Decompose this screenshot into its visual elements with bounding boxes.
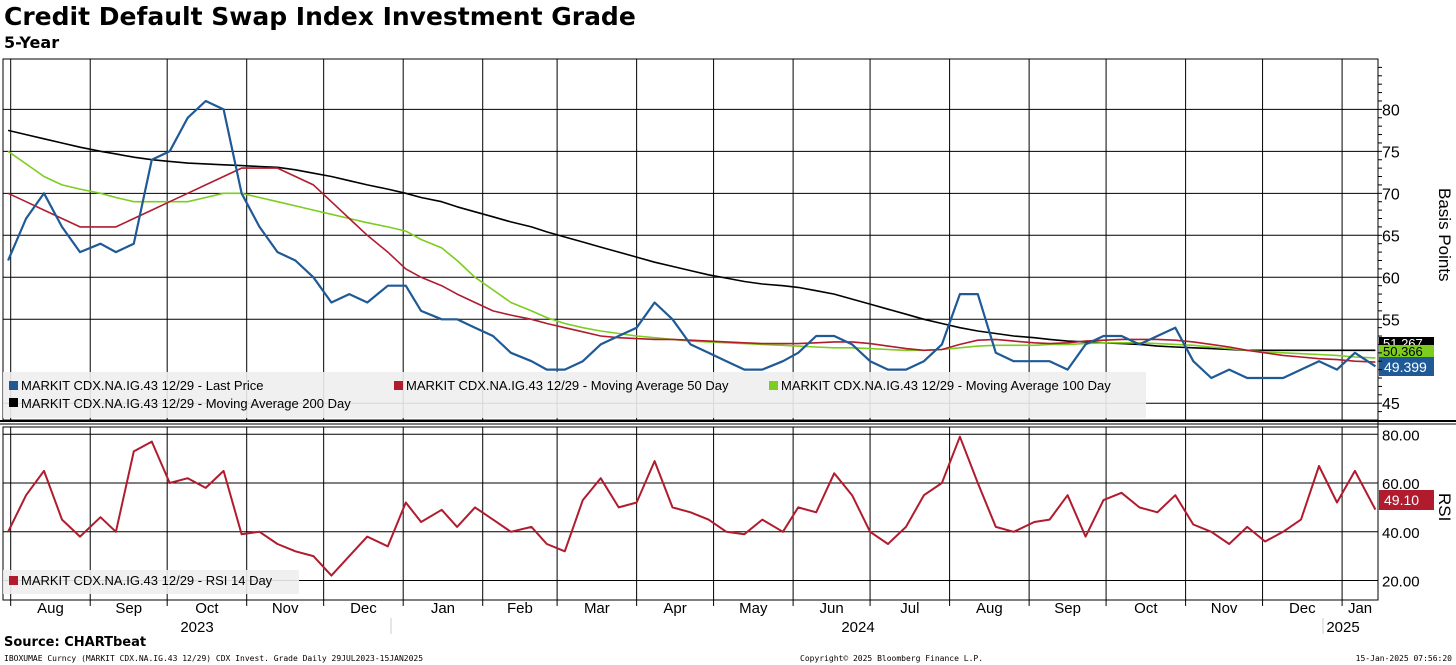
legend-swatch-ma100 xyxy=(769,381,778,390)
legend-swatch-ma200 xyxy=(9,398,18,407)
x-year-label: 2024 xyxy=(841,619,874,636)
rsi-y-tick-label: 20.00 xyxy=(1382,574,1420,591)
footer-copyright: Copyright© 2025 Bloomberg Finance L.P. xyxy=(800,654,984,663)
tag-rsi-box xyxy=(1379,490,1434,510)
rsi-legend-box xyxy=(3,570,299,594)
tag-last-price-text: 49.399 xyxy=(1384,359,1427,375)
legend-label-rsi: MARKIT CDX.NA.IG.43 12/29 - RSI 14 Day xyxy=(21,573,273,588)
chart-subtitle: 5-Year xyxy=(4,33,60,52)
x-tick-label: Sep xyxy=(1054,600,1081,617)
legend-swatch-rsi xyxy=(9,576,18,585)
price-y-tick-label: 80 xyxy=(1382,102,1400,119)
rsi-y-tick-label: 80.00 xyxy=(1382,427,1420,444)
tag-rsi-text: 49.10 xyxy=(1384,492,1419,508)
rsi-y-axis: 20.00 40.00 60.00 80.00 xyxy=(1382,427,1420,590)
legend-label-last-price: MARKIT CDX.NA.IG.43 12/29 - Last Price xyxy=(21,378,264,393)
rsi-series-layer xyxy=(7,435,1377,577)
price-y-tick-label: 45 xyxy=(1382,396,1400,413)
x-axis: Aug Sep Oct Nov Dec Jan Feb Mar Apr May Jun Jul Aug S… xyxy=(10,600,1372,636)
price-y-tick-label: 70 xyxy=(1382,186,1400,203)
x-year-label: 2023 xyxy=(180,619,213,636)
x-tick-label: Jul xyxy=(900,600,919,617)
x-tick-label: Aug xyxy=(37,600,64,617)
tag-ma100-text: 50.366 xyxy=(1383,344,1423,359)
price-y-tick-label: 60 xyxy=(1382,270,1400,287)
legend-item-ma200: MARKIT CDX.NA.IG.43 12/29 - Moving Avera… xyxy=(9,396,351,411)
price-y-tick-label: 75 xyxy=(1382,144,1400,161)
x-tick-label: Nov xyxy=(1211,600,1238,617)
x-tick-label: Feb xyxy=(507,600,533,617)
legend-swatch-ma50 xyxy=(394,381,403,390)
legend-item-rsi: MARKIT CDX.NA.IG.43 12/29 - RSI 14 Day xyxy=(9,573,273,588)
price-legend-box xyxy=(3,372,1146,418)
footer-timestamp: 15-Jan-2025 07:56:20 xyxy=(1355,654,1452,663)
chart-title: Credit Default Swap Index Investment Gra… xyxy=(4,2,636,31)
x-tick-label: Nov xyxy=(272,600,299,617)
price-y-axis-label: Basis Points xyxy=(1435,188,1454,282)
legend-item-last-price: MARKIT CDX.NA.IG.43 12/29 - Last Price xyxy=(9,378,264,393)
tag-last-price: 49.399 xyxy=(1379,357,1434,376)
tag-ma100-box xyxy=(1379,345,1434,359)
series-last-price-line xyxy=(7,99,1377,380)
rsi-y-tick-label: 60.00 xyxy=(1382,476,1420,493)
source-note: Source: CHARTbeat xyxy=(4,635,147,650)
x-year-label: 2025 xyxy=(1326,619,1359,636)
series-ma100-line xyxy=(7,150,1376,359)
legend-label-ma50: MARKIT CDX.NA.IG.43 12/29 - Moving Avera… xyxy=(406,378,729,393)
series-ma200-line xyxy=(7,129,1376,352)
price-plot-frame xyxy=(2,58,1379,421)
legend-swatch-last-price xyxy=(9,381,18,390)
price-y-tick-label: 55 xyxy=(1382,312,1400,329)
footer-left: IBOXUMAE Curncy (MARKIT CDX.NA.IG.43 12/… xyxy=(4,654,424,663)
x-tick-label: Oct xyxy=(195,600,219,617)
legend-label-ma100: MARKIT CDX.NA.IG.43 12/29 - Moving Avera… xyxy=(781,378,1111,393)
series-rsi-line xyxy=(7,435,1377,577)
x-tick-label: Jan xyxy=(431,600,455,617)
price-series-layer xyxy=(7,99,1377,380)
x-tick-label: May xyxy=(739,600,768,617)
series-ma50-line xyxy=(7,167,1376,363)
x-tick-label: Dec xyxy=(350,600,377,617)
tag-rsi: 49.10 xyxy=(1379,490,1434,510)
price-y-tick-label: 65 xyxy=(1382,228,1400,245)
tag-ma100: 50.366 xyxy=(1379,344,1434,359)
price-gridlines xyxy=(2,58,1379,421)
x-tick-label: Mar xyxy=(584,600,610,617)
x-tick-label: Jan xyxy=(1348,600,1372,617)
legend-item-ma100: MARKIT CDX.NA.IG.43 12/29 - Moving Avera… xyxy=(769,378,1111,393)
price-y-axis: 45 55 60 65 70 75 80 xyxy=(1377,59,1400,600)
legend-label-ma200: MARKIT CDX.NA.IG.43 12/29 - Moving Avera… xyxy=(21,396,351,411)
x-tick-label: Sep xyxy=(115,600,142,617)
legend-item-ma50: MARKIT CDX.NA.IG.43 12/29 - Moving Avera… xyxy=(394,378,729,393)
x-tick-label: Oct xyxy=(1134,600,1158,617)
x-tick-label: Aug xyxy=(976,600,1003,617)
tag-last-price-box xyxy=(1379,357,1434,376)
rsi-y-tick-label: 40.00 xyxy=(1382,525,1420,542)
rsi-y-axis-label: RSI xyxy=(1435,493,1454,521)
x-tick-label: Dec xyxy=(1289,600,1316,617)
x-tick-label: Apr xyxy=(663,600,686,617)
x-tick-label: Jun xyxy=(819,600,843,617)
